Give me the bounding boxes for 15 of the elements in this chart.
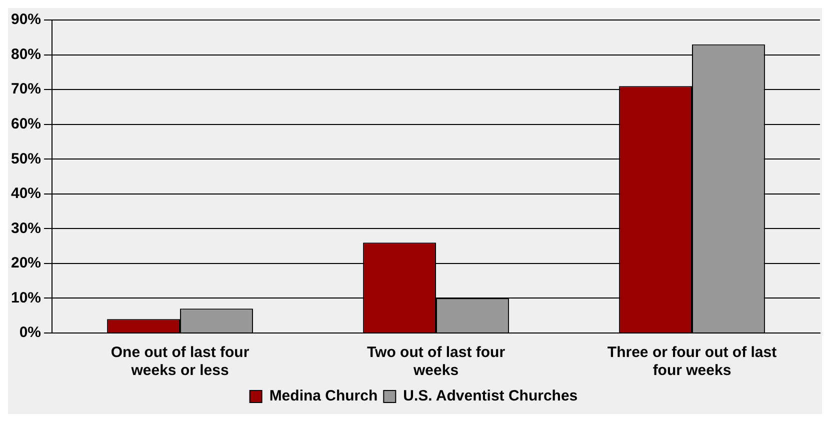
y-tick-label: 30% (10, 220, 42, 237)
y-tick-label: 20% (10, 254, 42, 272)
y-tick-label: 50% (10, 150, 42, 168)
y-tick-label: 0% (19, 324, 42, 342)
x-tick-label: Three or four out of last four weeks (607, 344, 777, 380)
y-tick-label: 40% (10, 185, 42, 202)
y-tick-label: 10% (10, 289, 42, 306)
y-tick-label: 70% (10, 80, 42, 98)
x-tick-label: One out of last four weeks or less (110, 344, 250, 380)
legend-label: U.S. Adventist Churches (403, 388, 578, 405)
y-tick-label: 80% (10, 46, 42, 63)
y-tick-label: 90% (10, 11, 42, 28)
legend-label: Medina Church (269, 388, 378, 405)
x-tick-label: Two out of last four weeks (366, 344, 506, 380)
y-tick-label: 60% (10, 115, 42, 132)
